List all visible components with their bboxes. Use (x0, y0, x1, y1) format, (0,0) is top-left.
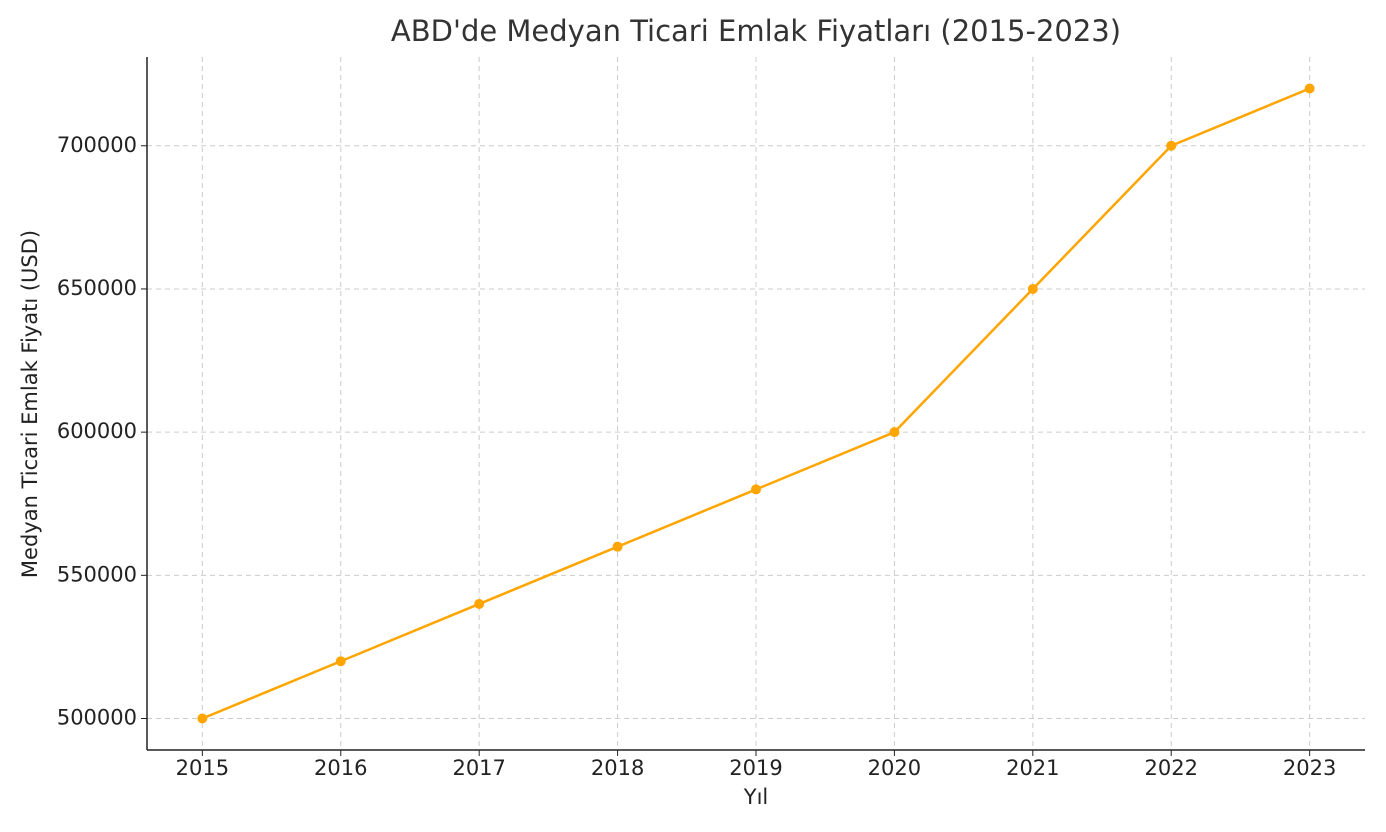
point (889, 427, 900, 438)
point (197, 713, 208, 724)
y-tick-label: 700000 (57, 133, 137, 157)
chart-title: ABD'de Medyan Ticari Emlak Fiyatları (20… (391, 14, 1121, 48)
y-tick-label: 500000 (57, 706, 137, 730)
x-tick-label: 2015 (176, 756, 229, 780)
x-axis-label: Yıl (743, 785, 769, 809)
point (1166, 140, 1177, 151)
x-tick-label: 2018 (591, 756, 644, 780)
y-tick-label: 600000 (57, 419, 137, 443)
x-tick-label: 2020 (868, 756, 921, 780)
x-tick-label: 2022 (1145, 756, 1198, 780)
x-tick-label: 2023 (1283, 756, 1336, 780)
y-tick-label: 550000 (57, 562, 137, 586)
x-tick-label: 2017 (452, 756, 505, 780)
point (751, 484, 761, 495)
point (474, 598, 485, 609)
x-tick-label: 2016 (314, 756, 367, 780)
y-tick-label: 650000 (57, 276, 137, 300)
y-axis-label: Medyan Ticari Emlak Fiyatı (USD) (18, 230, 42, 578)
point (335, 656, 346, 667)
point (1027, 283, 1038, 294)
point (1304, 83, 1315, 94)
x-tick-label: 2021 (1006, 756, 1059, 780)
x-tick-label: 2019 (729, 756, 782, 780)
point (612, 541, 623, 552)
